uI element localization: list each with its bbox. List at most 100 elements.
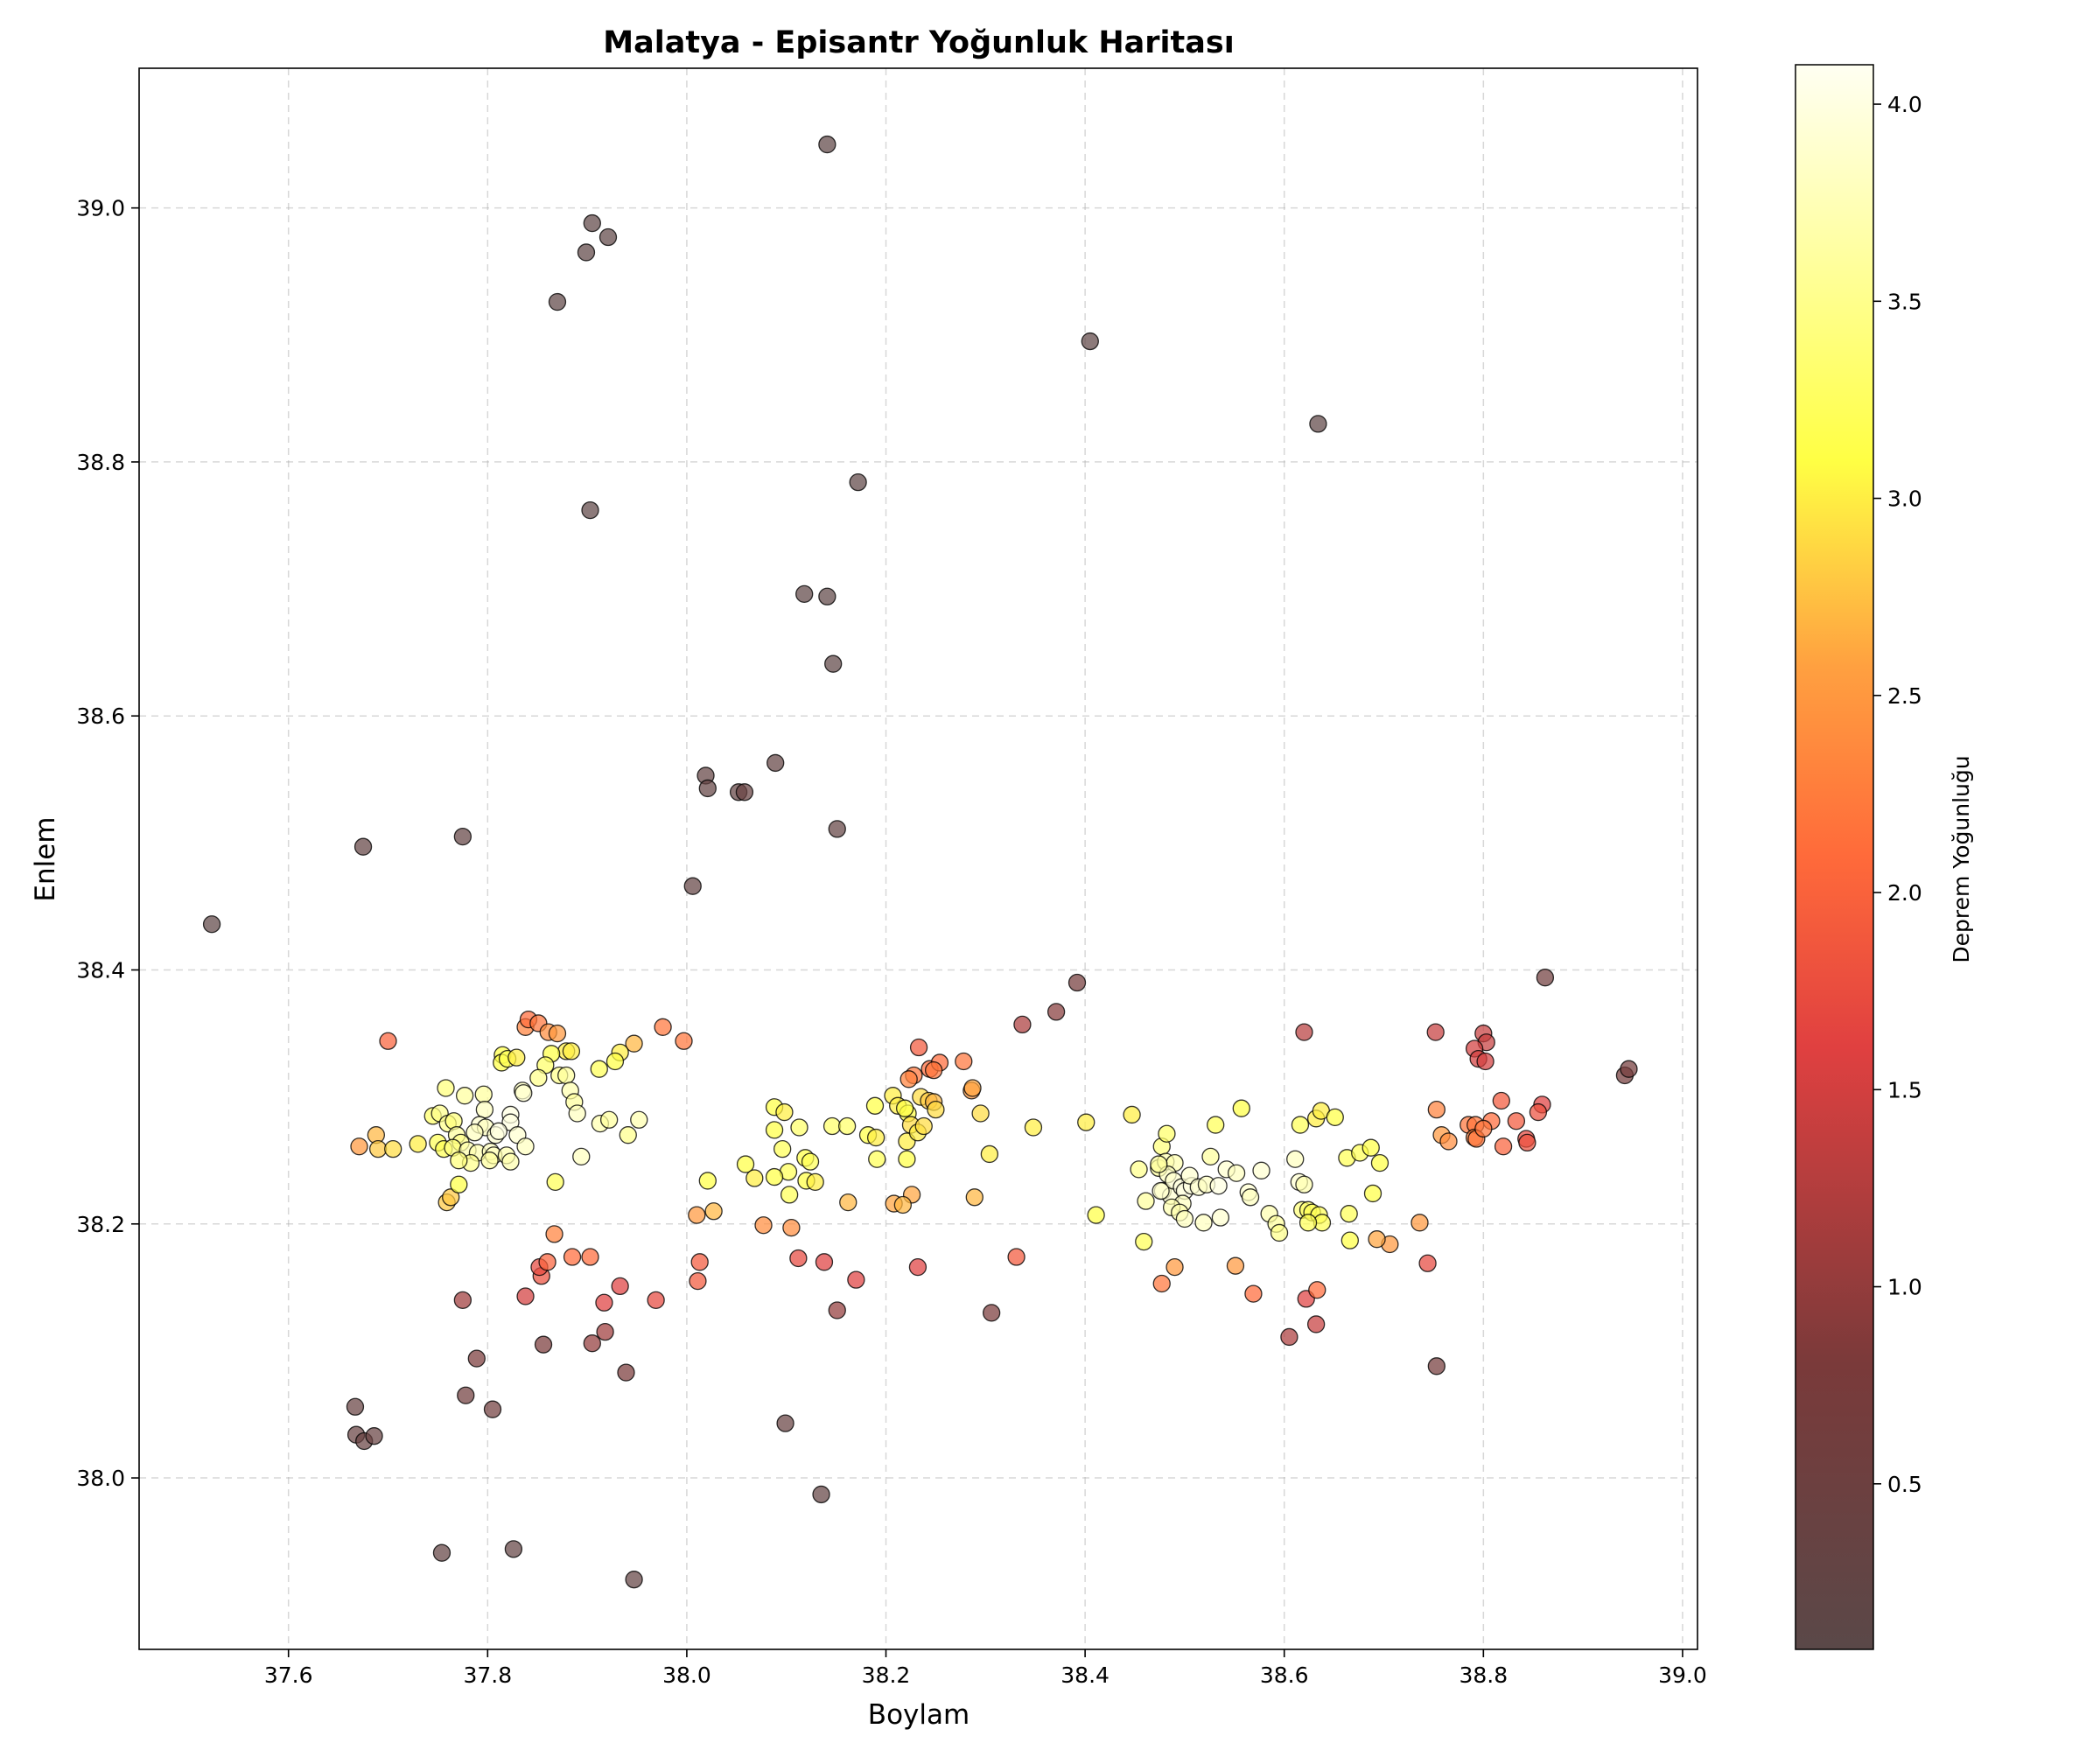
colorbar — [1795, 64, 1874, 1650]
epicenter-point — [1326, 1108, 1344, 1127]
epicenter-point — [1492, 1091, 1510, 1110]
epicenter-point — [766, 753, 785, 773]
epicenter-point — [595, 1293, 613, 1312]
epicenter-point — [812, 1485, 830, 1504]
epicenter-point — [746, 1169, 764, 1187]
epicenter-point — [955, 1052, 973, 1071]
colorbar-tick-label: 1.0 — [1887, 1275, 1922, 1300]
epicenter-point — [704, 1202, 723, 1221]
epicenter-point — [630, 1110, 648, 1129]
epicenter-point — [647, 1291, 665, 1310]
epicenter-point — [1295, 1023, 1313, 1041]
y-axis-label: Enlem — [30, 816, 61, 901]
epicenter-point — [1007, 1248, 1026, 1266]
epicenter-point — [514, 1084, 533, 1102]
epicenter-point — [599, 1110, 619, 1129]
epicenter-point — [1418, 1254, 1437, 1272]
epicenter-point — [577, 243, 596, 262]
epicenter-point — [1226, 1256, 1245, 1275]
epicenter-point — [538, 1253, 556, 1271]
epicenter-point — [474, 1085, 493, 1103]
epicenter-point — [927, 1101, 945, 1119]
epicenter-point — [818, 587, 836, 606]
epicenter-point — [801, 1152, 820, 1171]
epicenter-point — [1077, 1113, 1096, 1131]
epicenter-point — [1244, 1284, 1263, 1303]
epicenter-point — [384, 1139, 402, 1158]
epicenter-point — [924, 1061, 943, 1080]
epicenter-point — [735, 783, 754, 802]
epicenter-point — [625, 1034, 643, 1053]
colorbar-tick-label: 1.5 — [1887, 1077, 1922, 1102]
epicenter-point — [562, 1042, 581, 1060]
epicenter-point — [529, 1068, 548, 1088]
epicenter-point — [818, 135, 836, 154]
epicenter-point — [1241, 1188, 1260, 1207]
y-tick-label: 38.4 — [76, 957, 125, 983]
epicenter-point — [1166, 1257, 1184, 1277]
x-axis-ticks: 37.6 37.8 38.0 38.2 38.4 38.6 38.8 39.0 — [264, 1649, 1707, 1688]
epicenter-point — [1308, 1281, 1326, 1299]
epicenter-point — [982, 1304, 1001, 1322]
epicenter-point — [1298, 1214, 1318, 1232]
epicenter-point — [625, 1571, 643, 1589]
epicenter-point — [1494, 1138, 1513, 1156]
x-tick-label: 37.8 — [463, 1662, 512, 1688]
epicenter-point — [1194, 1214, 1213, 1232]
colorbar-ticks: 0.5 1.0 1.5 2.0 2.5 3.0 3.5 4.0 — [1873, 92, 1922, 1497]
epicenter-point — [1024, 1118, 1043, 1137]
epicenter-point — [1211, 1208, 1230, 1227]
colorbar-label: Deprem Yoğunluğu — [1949, 755, 1974, 962]
epicenter-point — [1130, 1160, 1148, 1179]
epicenter-point — [815, 1253, 834, 1271]
epicenter-point — [1232, 1099, 1250, 1117]
epicenter-point — [1368, 1230, 1386, 1249]
epicenter-point — [775, 1102, 794, 1122]
epicenter-point — [1439, 1132, 1458, 1151]
epicenter-point — [354, 837, 373, 856]
colorbar-tick-label: 2.0 — [1887, 880, 1922, 906]
epicenter-point — [557, 1066, 576, 1085]
epicenter-point — [765, 1167, 784, 1186]
epicenter-point — [1427, 1101, 1446, 1119]
x-tick-label: 39.0 — [1658, 1662, 1707, 1688]
epicenter-point — [1152, 1181, 1170, 1200]
epicenter-point — [1152, 1274, 1171, 1293]
epicenter-point — [1340, 1205, 1358, 1223]
epicenter-point — [895, 1099, 914, 1117]
epicenter-point — [900, 1070, 918, 1088]
epicenter-point — [455, 1087, 474, 1105]
epicenter-point — [1306, 1315, 1326, 1334]
colorbar-tick-label: 2.5 — [1887, 683, 1922, 709]
colorbar-tick-label: 4.0 — [1887, 92, 1922, 117]
epicenter-point — [611, 1277, 629, 1296]
epicenter-point — [489, 1122, 508, 1140]
epicenter-point — [379, 1032, 397, 1050]
epicenter-point — [453, 827, 472, 846]
epicenter-point — [822, 1116, 842, 1136]
x-axis-label: Boylam — [868, 1699, 970, 1731]
epicenter-point — [736, 1155, 755, 1173]
epicenter-point — [548, 292, 567, 312]
grid-lines — [139, 68, 1698, 1649]
epicenter-point — [442, 1188, 460, 1207]
x-tick-label: 38.2 — [862, 1662, 911, 1688]
epicenter-point — [1536, 969, 1555, 987]
epicenter-point — [563, 1248, 582, 1266]
x-tick-label: 37.6 — [264, 1662, 313, 1688]
epicenter-point — [450, 1152, 468, 1170]
epicenter-point — [365, 1427, 383, 1446]
epicenter-point — [467, 1349, 486, 1368]
y-tick-label: 38.0 — [76, 1466, 125, 1491]
epicenter-point — [581, 500, 599, 520]
epicenter-point — [908, 1257, 928, 1277]
epicenter-point — [453, 1291, 472, 1310]
epicenter-point — [963, 1079, 982, 1097]
epicenter-point — [1426, 1023, 1445, 1041]
epicenter-point — [654, 1018, 672, 1036]
epicenter-point — [790, 1118, 808, 1137]
epicenter-point — [1158, 1124, 1176, 1143]
epicenter-point — [980, 1144, 999, 1164]
epicenter-point — [782, 1218, 801, 1237]
